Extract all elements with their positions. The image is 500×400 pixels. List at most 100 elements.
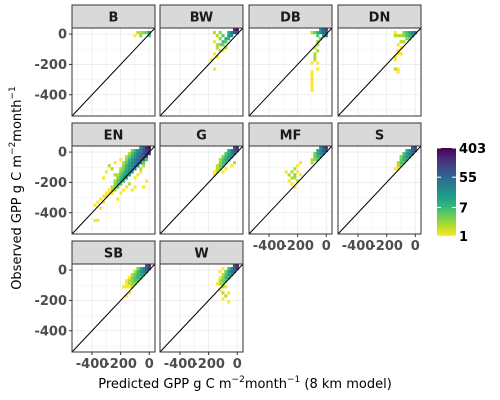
heatmap-cell bbox=[227, 31, 230, 34]
heatmap-cell bbox=[116, 173, 119, 176]
heatmap-cell bbox=[116, 176, 119, 179]
heatmap-cell bbox=[219, 31, 222, 34]
heatmap-cell bbox=[219, 276, 222, 279]
heatmap-cell bbox=[227, 149, 230, 152]
y-tick-label: -200 bbox=[34, 176, 67, 191]
heatmap-cell bbox=[99, 207, 102, 210]
y-tick-label: -400 bbox=[34, 324, 67, 339]
facet-panel-s: S-400-200 0 bbox=[338, 123, 421, 254]
heatmap-cell bbox=[134, 273, 137, 276]
heatmap-cell bbox=[139, 152, 142, 155]
heatmap-cell bbox=[122, 164, 125, 167]
heatmap-cell bbox=[222, 273, 225, 276]
heatmap-cell bbox=[219, 43, 222, 46]
heatmap-cell bbox=[111, 167, 114, 170]
heatmap-cell bbox=[213, 67, 216, 70]
heatmap-cell bbox=[134, 34, 137, 37]
facet-panel-db: DB bbox=[249, 5, 332, 116]
heatmap-cell bbox=[131, 149, 134, 152]
heatmap-cell bbox=[119, 167, 122, 170]
heatmap-cell bbox=[311, 86, 314, 89]
facet-label: EN bbox=[104, 129, 124, 144]
heatmap-cell bbox=[405, 31, 408, 34]
x-tick-label: -200 bbox=[104, 357, 137, 372]
heatmap-cell bbox=[213, 31, 216, 34]
heatmap-cell bbox=[222, 43, 225, 46]
heatmap-cell bbox=[142, 164, 145, 167]
heatmap-cell bbox=[400, 161, 403, 164]
heatmap-cell bbox=[402, 40, 405, 43]
heatmap-cell bbox=[216, 282, 219, 285]
heatmap-cell bbox=[131, 161, 134, 164]
heatmap-cell bbox=[408, 31, 411, 34]
x-tick-label: -200 bbox=[370, 239, 403, 254]
facet-label: B bbox=[109, 11, 119, 26]
heatmap-cell bbox=[134, 276, 137, 279]
heatmap-cell bbox=[142, 149, 145, 152]
heatmap-cell bbox=[219, 161, 222, 164]
heatmap-cell bbox=[405, 34, 408, 37]
heatmap-cell bbox=[291, 176, 294, 179]
heatmap-cell bbox=[122, 167, 125, 170]
x-tick-label: 0 bbox=[233, 357, 242, 372]
heatmap-cell bbox=[233, 31, 236, 34]
heatmap-cell bbox=[227, 267, 230, 270]
y-tick-label: -200 bbox=[34, 294, 67, 309]
heatmap-cell bbox=[233, 267, 236, 270]
heatmap-cell bbox=[311, 158, 314, 161]
heatmap-cell bbox=[394, 167, 397, 170]
heatmap-cell bbox=[125, 164, 128, 167]
heatmap-cell bbox=[400, 52, 403, 55]
heatmap-cell bbox=[224, 285, 227, 288]
heatmap-cell bbox=[411, 31, 414, 34]
heatmap-cell bbox=[213, 170, 216, 173]
heatmap-cell bbox=[224, 37, 227, 40]
heatmap-cell bbox=[397, 164, 400, 167]
heatmap-cell bbox=[224, 167, 227, 170]
facet-label: DB bbox=[280, 11, 301, 26]
heatmap-cell bbox=[128, 282, 131, 285]
heatmap-cell bbox=[227, 300, 230, 303]
heatmap-cell bbox=[313, 55, 316, 58]
heatmap-cell bbox=[131, 279, 134, 282]
heatmap-cell bbox=[114, 173, 117, 176]
heatmap-cell bbox=[102, 176, 105, 179]
facet-label: DN bbox=[369, 11, 391, 26]
heatmap-cell bbox=[125, 155, 128, 158]
heatmap-cell bbox=[216, 34, 219, 37]
heatmap-cell bbox=[119, 170, 122, 173]
heatmap-cell bbox=[316, 61, 319, 64]
heatmap-cell bbox=[222, 276, 225, 279]
heatmap-cell bbox=[405, 155, 408, 158]
heatmap-cell bbox=[125, 285, 128, 288]
heatmap-cell bbox=[119, 176, 122, 179]
heatmap-cell bbox=[316, 49, 319, 52]
heatmap-cell bbox=[136, 152, 139, 155]
heatmap-cell bbox=[125, 167, 128, 170]
heatmap-cell bbox=[408, 149, 411, 152]
heatmap-cell bbox=[114, 179, 117, 182]
x-tick-label: 0 bbox=[145, 357, 154, 372]
heatmap-cell bbox=[230, 164, 233, 167]
heatmap-cell bbox=[213, 40, 216, 43]
heatmap-cell bbox=[313, 31, 316, 34]
heatmap-cell bbox=[142, 152, 145, 155]
facet-panel-en: EN-400-2000 bbox=[34, 123, 155, 234]
heatmap-cell bbox=[134, 152, 137, 155]
heatmap-cell bbox=[311, 80, 314, 83]
heatmap-cell bbox=[397, 43, 400, 46]
x-tick-label: -200 bbox=[281, 239, 314, 254]
heatmap-cell bbox=[128, 158, 131, 161]
y-tick-label: -200 bbox=[34, 58, 67, 73]
legend-label: 1 bbox=[459, 230, 468, 245]
heatmap-cell bbox=[216, 167, 219, 170]
heatmap-cell bbox=[119, 158, 122, 161]
heatmap-cell bbox=[316, 155, 319, 158]
heatmap-cell bbox=[128, 161, 131, 164]
heatmap-cell bbox=[93, 219, 96, 222]
facet-label: S bbox=[375, 129, 384, 144]
heatmap-cell bbox=[139, 167, 142, 170]
heatmap-cell bbox=[224, 270, 227, 273]
heatmap-cell bbox=[93, 204, 96, 207]
